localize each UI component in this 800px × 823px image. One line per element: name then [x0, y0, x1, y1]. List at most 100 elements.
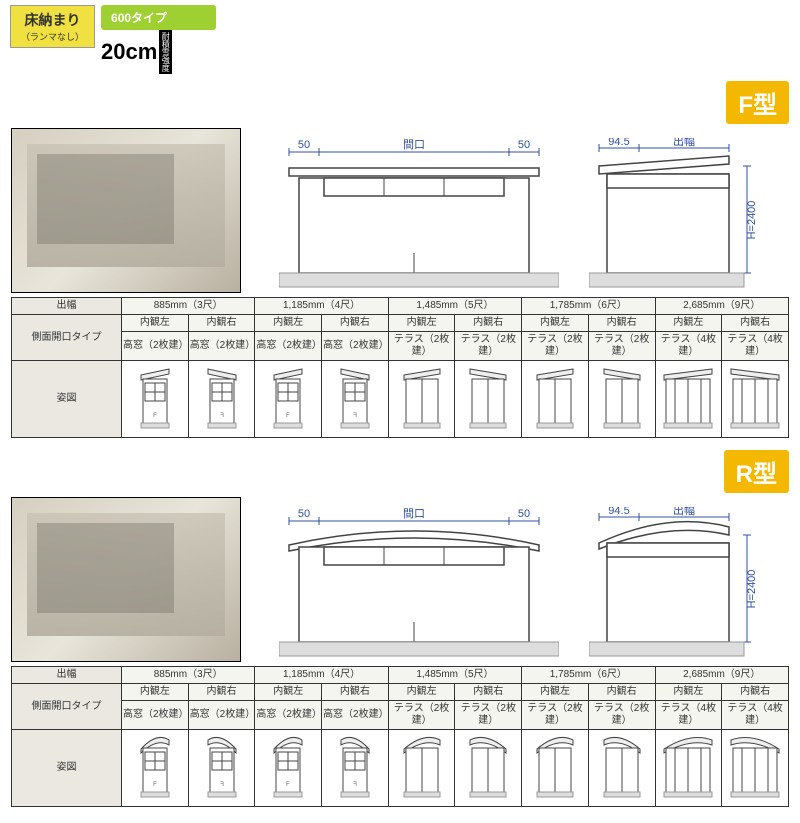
- diagram-row: 50 間口 50 94.5 出幅 H=2400: [11, 128, 789, 293]
- shape-left: [655, 361, 722, 438]
- shape-left: F: [122, 361, 189, 438]
- product-photo: [11, 128, 241, 293]
- shape-right: F: [188, 730, 255, 807]
- view-right: 内観右: [588, 684, 655, 701]
- door-icon: F: [272, 365, 304, 429]
- view-right: 内観右: [455, 315, 522, 332]
- spec-right: テラス（4枚建）: [722, 701, 789, 730]
- door-icon: [662, 734, 714, 798]
- view-right: 内観右: [722, 315, 789, 332]
- width-cell: 1,485mm（5尺）: [388, 298, 521, 315]
- door-icon: F: [206, 734, 238, 798]
- shape-left: [388, 730, 455, 807]
- door-icon: F: [339, 734, 371, 798]
- width-cell: 2,685mm（9尺）: [655, 298, 789, 315]
- svg-text:F: F: [219, 413, 223, 419]
- spec-right: テラス（2枚建）: [455, 332, 522, 361]
- side-elevation: 94.5 出幅 H=2400: [589, 507, 759, 662]
- view-left: 内観左: [388, 684, 455, 701]
- view-left: 内観左: [122, 684, 189, 701]
- spec-left: テラス（4枚建）: [655, 701, 722, 730]
- badge-cm-note: 耐積雪強度: [159, 30, 172, 74]
- shape-right: F: [188, 361, 255, 438]
- spec-left: 高窓（2枚建）: [122, 701, 189, 730]
- view-right: 内観右: [455, 684, 522, 701]
- door-icon: F: [139, 365, 171, 429]
- svg-text:出幅: 出幅: [673, 138, 695, 148]
- width-cell: 1,485mm（5尺）: [388, 667, 521, 684]
- shape-left: [522, 361, 589, 438]
- shape-right: [588, 361, 655, 438]
- badge-cm-value: 20cm: [101, 39, 157, 65]
- spec-left: テラス（2枚建）: [522, 701, 589, 730]
- product-photo: [11, 497, 241, 662]
- door-icon: [729, 365, 781, 429]
- view-left: 内観左: [122, 315, 189, 332]
- badge-main: 床納まり （ランマなし）: [10, 5, 95, 48]
- side-elevation: 94.5 出幅 H=2400: [589, 138, 759, 293]
- view-right: 内観右: [188, 684, 255, 701]
- front-elevation: 50 間口 50: [279, 507, 559, 662]
- section-F型: F型 50 間口 50 94.5 出幅 H=2400: [10, 80, 790, 439]
- view-left: 内観左: [655, 684, 722, 701]
- width-cell: 885mm（3尺）: [122, 298, 255, 315]
- door-icon: [535, 734, 575, 798]
- shape-right: [722, 730, 789, 807]
- view-left: 内観左: [388, 315, 455, 332]
- badge-main-sub: （ランマなし）: [21, 30, 84, 43]
- row-dehaba: 出幅: [12, 298, 122, 315]
- elevations: 50 間口 50 94.5 出幅 H=2400: [249, 507, 789, 662]
- shape-left: [655, 730, 722, 807]
- row-shape: 姿図: [12, 361, 122, 438]
- svg-text:50: 50: [518, 508, 530, 520]
- door-icon: [535, 365, 575, 429]
- spec-left: テラス（2枚建）: [388, 332, 455, 361]
- door-icon: [729, 734, 781, 798]
- badge-type: 600タイプ: [101, 5, 216, 30]
- shape-left: F: [122, 730, 189, 807]
- door-icon: [662, 365, 714, 429]
- page: 床納まり （ランマなし） 600タイプ 20cm 耐積雪強度 F型 50 間口 …: [0, 0, 800, 823]
- shape-right: F: [322, 361, 389, 438]
- door-icon: F: [206, 365, 238, 429]
- width-cell: 1,185mm（4尺）: [255, 667, 388, 684]
- svg-text:F: F: [286, 782, 290, 788]
- view-left: 内観左: [522, 315, 589, 332]
- badge-cm: 20cm 耐積雪強度: [101, 30, 216, 74]
- spec-right: 高窓（2枚建）: [322, 701, 389, 730]
- door-icon: [402, 734, 442, 798]
- svg-text:50: 50: [298, 139, 310, 151]
- shape-left: [522, 730, 589, 807]
- svg-text:F: F: [353, 413, 357, 419]
- spec-left: テラス（2枚建）: [522, 332, 589, 361]
- badge-main-text: 床納まり: [25, 12, 81, 28]
- spec-right: テラス（2枚建）: [588, 332, 655, 361]
- view-left: 内観左: [522, 684, 589, 701]
- door-icon: [468, 734, 508, 798]
- door-icon: [468, 365, 508, 429]
- svg-text:50: 50: [518, 139, 530, 151]
- front-elevation: 50 間口 50: [279, 138, 559, 293]
- spec-table: 出幅885mm（3尺）1,185mm（4尺）1,485mm（5尺）1,785mm…: [11, 297, 789, 438]
- svg-text:H=2400: H=2400: [746, 201, 758, 240]
- spec-left: 高窓（2枚建）: [122, 332, 189, 361]
- badge-stack: 600タイプ 20cm 耐積雪強度: [101, 5, 216, 74]
- door-icon: F: [339, 365, 371, 429]
- svg-text:F: F: [353, 782, 357, 788]
- row-sideopen: 側面開口タイプ: [12, 315, 122, 361]
- view-right: 内観右: [322, 315, 389, 332]
- spec-right: テラス（2枚建）: [455, 701, 522, 730]
- view-left: 内観左: [655, 315, 722, 332]
- type-badge: F型: [726, 81, 789, 124]
- door-icon: F: [272, 734, 304, 798]
- door-icon: [402, 365, 442, 429]
- svg-text:間口: 間口: [403, 138, 425, 151]
- spec-right: テラス（2枚建）: [588, 701, 655, 730]
- svg-text:F: F: [219, 782, 223, 788]
- header-badges: 床納まり （ランマなし） 600タイプ 20cm 耐積雪強度: [10, 5, 790, 74]
- spec-left: 高窓（2枚建）: [255, 332, 322, 361]
- width-cell: 1,785mm（6尺）: [522, 667, 655, 684]
- spec-left: テラス（2枚建）: [388, 701, 455, 730]
- spec-left: テラス（4枚建）: [655, 332, 722, 361]
- door-icon: [602, 734, 642, 798]
